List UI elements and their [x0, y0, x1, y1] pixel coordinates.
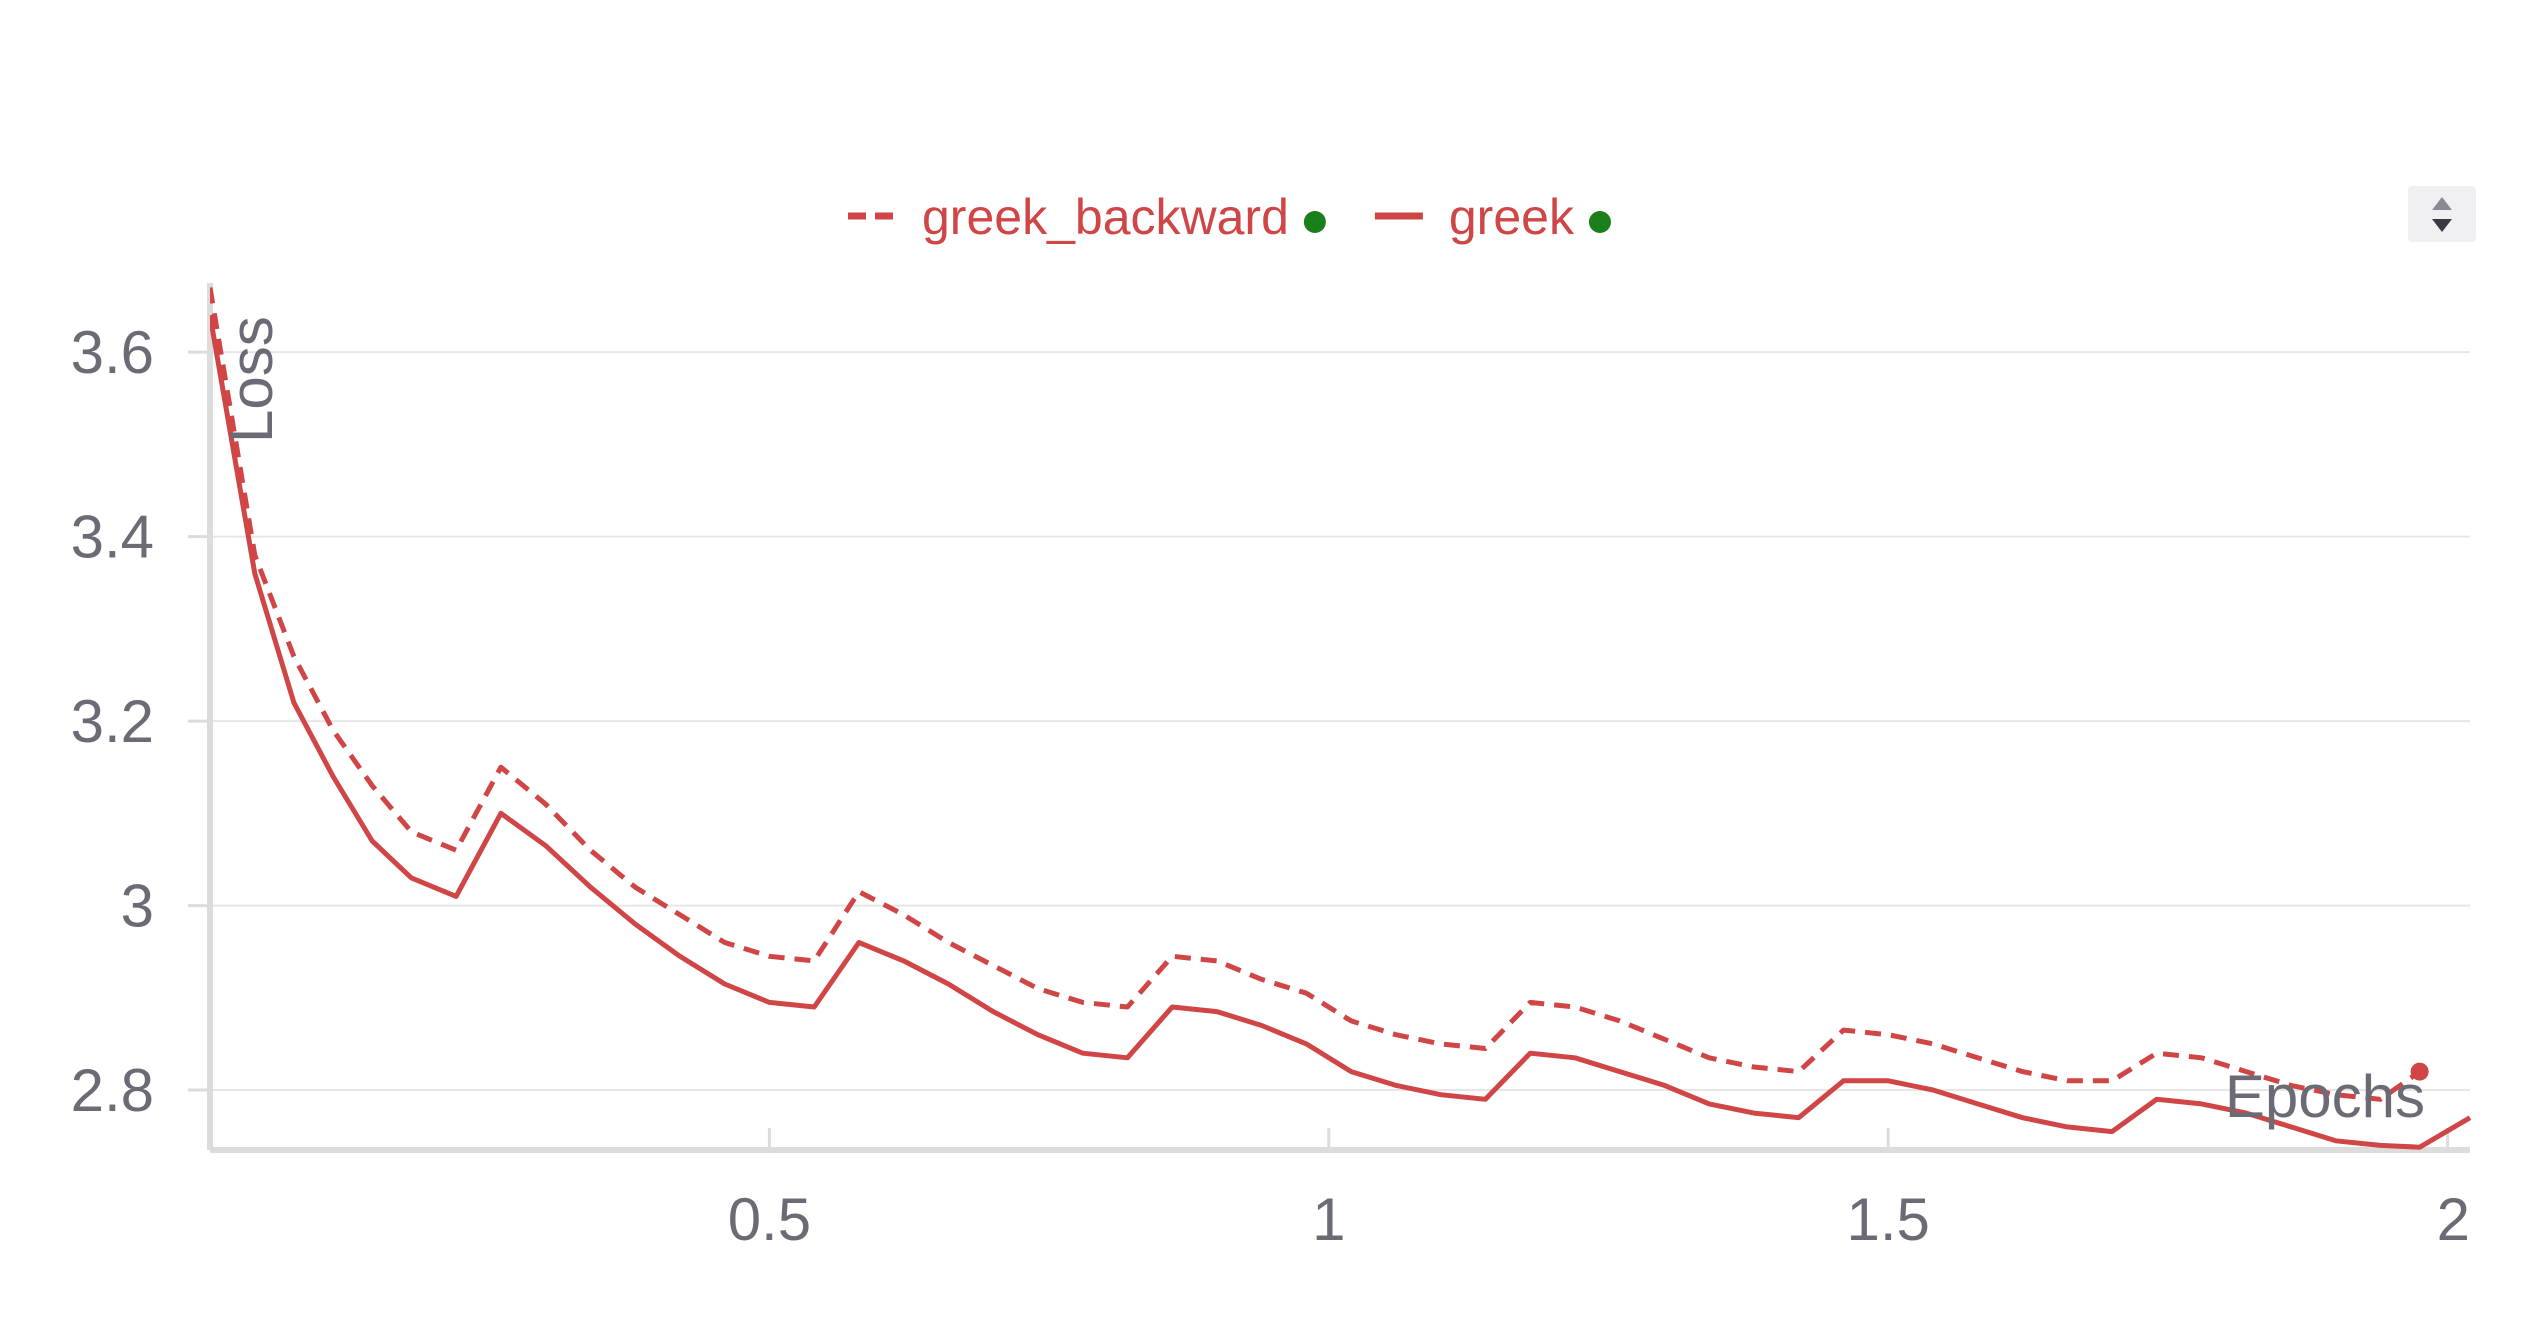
series-line-greek-backward[interactable] — [210, 287, 2422, 1102]
gridlines — [210, 351, 2470, 1092]
legend: greek_backward greek — [848, 189, 1611, 245]
sort-down-icon[interactable] — [2432, 219, 2452, 232]
y-tick-label: 3.2 — [71, 688, 154, 755]
y-tick-label: 2.8 — [71, 1057, 154, 1124]
x-tick-label: 1.5 — [1847, 1186, 1930, 1253]
series-lines — [210, 287, 2472, 1150]
x-axis-title: Epochs — [2225, 1063, 2425, 1130]
x-tick-label: 1 — [1312, 1186, 1345, 1253]
sort-up-icon[interactable] — [2432, 197, 2452, 210]
tick-labels: 2.8 3 3.2 3.4 3.6 0.5 1 1.5 2 — [71, 319, 2470, 1253]
x-tick-label: 2 — [2437, 1186, 2470, 1253]
y-axis-title: Loss — [218, 316, 285, 443]
series-endpoint-marker — [2410, 1062, 2429, 1081]
legend-label: greek_backward — [922, 189, 1289, 245]
axes — [188, 283, 2470, 1153]
legend-item-greek-backward[interactable]: greek_backward — [848, 189, 1326, 245]
status-dot-icon — [1588, 211, 1611, 233]
y-tick-label: 3.4 — [71, 504, 154, 571]
y-tick-label: 3.6 — [71, 319, 154, 386]
legend-item-greek[interactable]: greek — [1374, 189, 1611, 245]
x-tick-label: 0.5 — [728, 1186, 811, 1253]
legend-label: greek — [1449, 189, 1575, 245]
y-tick-label: 3 — [121, 873, 154, 940]
series-line-greek[interactable] — [210, 314, 2472, 1150]
status-dot-icon — [1303, 211, 1326, 233]
legend-scroll-control[interactable] — [2408, 186, 2476, 242]
legend-scroll-background — [2408, 186, 2476, 242]
